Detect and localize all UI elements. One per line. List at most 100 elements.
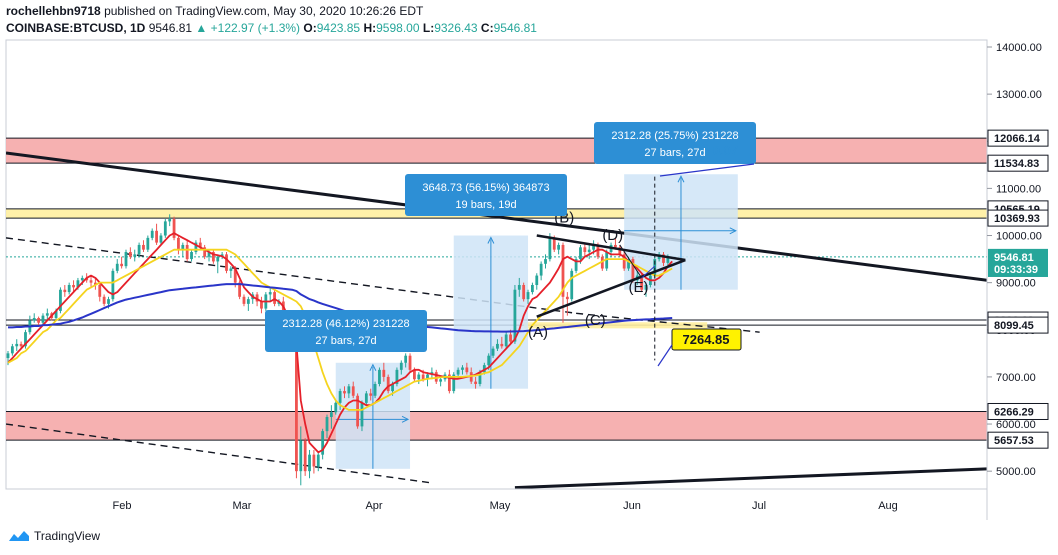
price-label-box-7 xyxy=(987,316,1049,334)
candle-body-91 xyxy=(404,355,408,363)
symbol-name[interactable]: COINBASE:BTCUSD, 1D xyxy=(6,21,146,35)
candle-body-112 xyxy=(496,343,499,349)
support-zone xyxy=(6,411,987,441)
wave-e-line xyxy=(619,244,643,279)
price-label-box-9 xyxy=(987,431,1049,449)
candle-body-103 xyxy=(456,369,460,375)
dashed-channel-upper-ext xyxy=(576,312,760,333)
wave-label-d: (D) xyxy=(602,227,623,244)
candle-body-71 xyxy=(316,454,320,467)
candle-body-31 xyxy=(142,244,145,250)
candle-body-136 xyxy=(600,256,604,269)
author-name[interactable]: rochellehbn9718 xyxy=(6,4,101,18)
candle-body-3 xyxy=(19,343,23,347)
candle-body-72 xyxy=(321,431,325,455)
projection-link xyxy=(641,265,656,279)
high-value: 9598.00 xyxy=(376,21,420,35)
candle-body-143 xyxy=(631,259,635,281)
footer-brand[interactable]: TradingView xyxy=(8,529,100,543)
candle-body-87 xyxy=(386,376,390,392)
candle-body-17 xyxy=(80,277,84,281)
last-price: 9546.81 xyxy=(148,21,193,35)
candle-body-32 xyxy=(146,237,150,250)
candle-body-23 xyxy=(107,299,110,304)
price-label-box-4 xyxy=(988,248,1048,265)
descending-trendline xyxy=(6,151,987,282)
candle-body-1 xyxy=(10,346,14,354)
candle-body-128 xyxy=(565,296,569,300)
candle-body-6 xyxy=(32,317,36,321)
candle-body-135 xyxy=(596,244,600,257)
wave-label-a: (A) xyxy=(528,324,548,341)
price-label-4: 9546.81 xyxy=(994,252,1034,264)
candle-body-145 xyxy=(640,275,644,290)
candle-body-150 xyxy=(662,254,665,263)
candle-body-81 xyxy=(360,402,364,427)
candle-body-29 xyxy=(133,254,137,257)
footer-brand-text: TradingView xyxy=(34,529,101,543)
price-axis[interactable]: 14000.0013000.0012000.0011000.0010000.00… xyxy=(986,40,1049,520)
candle-body-27 xyxy=(124,252,128,267)
price-change: ▲ +122.97 (+1.3%) xyxy=(195,21,301,35)
candle-body-45 xyxy=(203,247,207,257)
candle-body-96 xyxy=(426,374,429,380)
symbol-line: COINBASE:BTCUSD, 1D 9546.81 ▲ +122.97 (+… xyxy=(6,21,537,35)
candle-body-95 xyxy=(421,374,425,380)
candle-body-131 xyxy=(579,247,582,260)
target-low-text: 7264.85 xyxy=(683,332,730,347)
candle-body-9 xyxy=(45,313,49,316)
candle-body-51 xyxy=(229,268,233,271)
candle-body-118 xyxy=(522,285,526,300)
measure-label-sub-3: 27 bars, 27d xyxy=(644,147,705,159)
candle-body-113 xyxy=(500,343,504,347)
x-tick-jun: Jun xyxy=(623,500,641,512)
candle-body-94 xyxy=(417,374,421,380)
candle-body-139 xyxy=(614,244,617,248)
candle-body-82 xyxy=(364,393,368,403)
candle-body-78 xyxy=(347,386,351,394)
candle-body-102 xyxy=(452,374,456,392)
triangle-upper-line xyxy=(536,234,686,262)
target-high-pointer xyxy=(659,163,755,177)
candle-body-73 xyxy=(325,416,329,432)
candle-body-55 xyxy=(246,299,250,304)
candle-body-33 xyxy=(150,230,154,238)
candle-body-123 xyxy=(544,259,547,264)
y-tick-5: 9000.00 xyxy=(996,278,1036,290)
published-text: published on TradingView.com, May 30, 20… xyxy=(104,4,424,18)
candle-body-61 xyxy=(273,292,276,304)
measure-label-box-3 xyxy=(594,122,756,164)
candle-body-20 xyxy=(94,282,97,286)
candle-body-12 xyxy=(59,289,62,311)
candle-body-68 xyxy=(303,440,307,472)
price-label-box-1 xyxy=(987,154,1049,172)
candle-body-80 xyxy=(356,395,359,427)
candle-body-125 xyxy=(552,237,556,250)
candle-body-43 xyxy=(194,242,198,253)
candle-body-25 xyxy=(115,263,119,271)
resistance-zone xyxy=(6,138,987,164)
candle-body-89 xyxy=(395,369,399,384)
candle-body-140 xyxy=(618,247,622,255)
candle-body-16 xyxy=(76,280,80,288)
x-tick-may: May xyxy=(490,500,511,512)
price-label-7: 8099.45 xyxy=(994,320,1034,332)
candle-body-14 xyxy=(67,285,71,293)
candle-body-110 xyxy=(487,355,491,366)
measure-label-box-2 xyxy=(405,174,567,216)
candle-body-35 xyxy=(159,235,163,243)
candle-body-34 xyxy=(155,230,158,243)
measure-h-arrowhead-1 xyxy=(401,415,410,423)
plot-content: (A)(B)(C)(D)(E) xyxy=(6,137,987,489)
x-tick-mar: Mar xyxy=(233,500,252,512)
measure-arrowhead-2 xyxy=(487,236,495,244)
close-value: 9546.81 xyxy=(493,21,537,35)
candle-body-0 xyxy=(6,353,10,359)
candle-body-53 xyxy=(238,282,242,297)
price-label-9: 5657.53 xyxy=(994,435,1034,447)
candle-body-15 xyxy=(72,285,75,288)
measure-arrowhead-3 xyxy=(677,175,685,183)
candle-body-134 xyxy=(592,244,595,250)
candle-body-66 xyxy=(295,336,298,472)
